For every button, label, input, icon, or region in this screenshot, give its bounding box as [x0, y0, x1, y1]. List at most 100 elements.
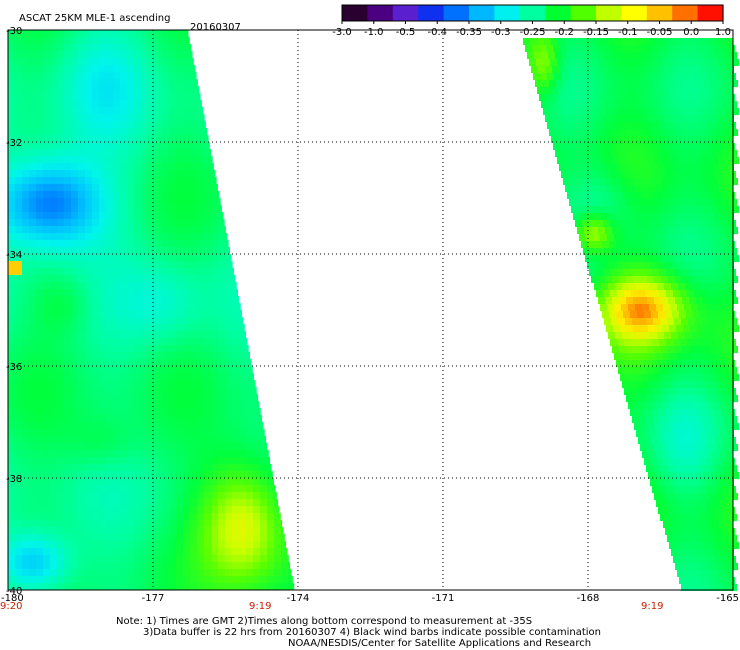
data-cell — [15, 478, 22, 485]
data-cell — [710, 227, 717, 234]
colorbar-tick-label: -0.1 — [618, 27, 638, 38]
data-cell — [127, 254, 134, 261]
data-cell — [535, 80, 542, 87]
data-cell — [681, 150, 688, 157]
data-cell — [673, 269, 680, 276]
data-cell — [623, 94, 630, 101]
data-cell — [553, 94, 560, 101]
data-cell — [695, 101, 702, 108]
data-cell — [148, 142, 155, 149]
data-cell — [78, 471, 85, 478]
data-cell — [727, 283, 734, 290]
data-cell — [671, 283, 678, 290]
data-cell — [232, 394, 239, 401]
data-cell — [650, 213, 657, 220]
data-cell — [545, 115, 552, 122]
data-cell — [120, 541, 127, 548]
data-cell — [723, 584, 730, 591]
data-cell — [134, 366, 141, 373]
latitude-label: -30 — [6, 26, 22, 37]
data-cell — [15, 219, 22, 226]
data-cell — [176, 506, 183, 513]
data-cell — [22, 205, 29, 212]
data-cell — [99, 359, 106, 366]
data-cell — [204, 352, 211, 359]
data-cell — [127, 268, 134, 275]
data-cell — [686, 241, 693, 248]
data-cell — [183, 317, 190, 324]
data-cell — [724, 444, 731, 451]
data-cell — [267, 541, 274, 548]
data-cell — [725, 255, 732, 262]
data-cell — [120, 324, 127, 331]
data-cell — [655, 423, 662, 430]
data-cell — [71, 261, 78, 268]
data-cell — [699, 213, 706, 220]
data-cell — [78, 422, 85, 429]
data-cell — [654, 276, 661, 283]
data-cell — [704, 255, 711, 262]
data-cell — [225, 464, 232, 471]
data-cell — [686, 528, 693, 535]
data-cell — [155, 247, 162, 254]
data-cell — [99, 415, 106, 422]
data-cell — [674, 101, 681, 108]
data-cell — [176, 562, 183, 569]
data-cell — [176, 30, 183, 37]
data-cell — [647, 395, 654, 402]
data-cell — [50, 485, 57, 492]
data-cell — [726, 304, 733, 311]
data-cell — [232, 289, 238, 296]
data-cell — [711, 374, 718, 381]
data-cell — [183, 198, 190, 205]
data-cell — [36, 478, 43, 485]
data-cell — [714, 192, 721, 199]
data-cell — [685, 549, 692, 556]
data-cell — [699, 66, 706, 73]
data-cell — [558, 38, 565, 45]
data-cell — [106, 114, 113, 121]
data-cell — [678, 430, 685, 437]
data-cell — [706, 115, 713, 122]
data-cell — [169, 51, 176, 58]
data-cell — [43, 317, 50, 324]
data-cell — [706, 164, 713, 171]
data-cell — [588, 241, 595, 248]
data-cell — [64, 142, 71, 149]
data-cell — [8, 303, 15, 310]
data-cell — [64, 233, 71, 240]
data-cell — [92, 513, 99, 520]
data-cell — [578, 157, 585, 164]
data-cell — [687, 220, 694, 227]
data-cell — [43, 156, 50, 163]
data-cell — [676, 157, 683, 164]
data-cell — [605, 178, 612, 185]
data-cell — [190, 380, 197, 387]
data-cell — [628, 185, 635, 192]
data-cell — [715, 437, 722, 444]
data-cell — [631, 339, 638, 346]
data-cell — [8, 387, 15, 394]
data-cell — [141, 415, 148, 422]
data-cell — [106, 198, 113, 205]
data-cell — [539, 45, 546, 52]
data-cell — [15, 240, 22, 247]
data-cell — [211, 548, 218, 555]
data-cell — [239, 436, 246, 443]
data-cell — [169, 275, 176, 282]
data-cell — [57, 184, 64, 191]
data-cell — [718, 542, 725, 549]
data-cell — [99, 380, 106, 387]
data-cell — [211, 380, 218, 387]
data-cell — [78, 177, 85, 184]
data-cell — [162, 478, 169, 485]
data-cell — [29, 275, 36, 282]
data-cell — [260, 408, 261, 415]
data-cell — [127, 380, 134, 387]
data-cell — [71, 163, 78, 170]
data-cell — [631, 122, 638, 129]
data-cell — [197, 149, 204, 156]
data-cell — [686, 192, 693, 199]
data-cell — [8, 569, 15, 576]
data-cell — [85, 184, 92, 191]
